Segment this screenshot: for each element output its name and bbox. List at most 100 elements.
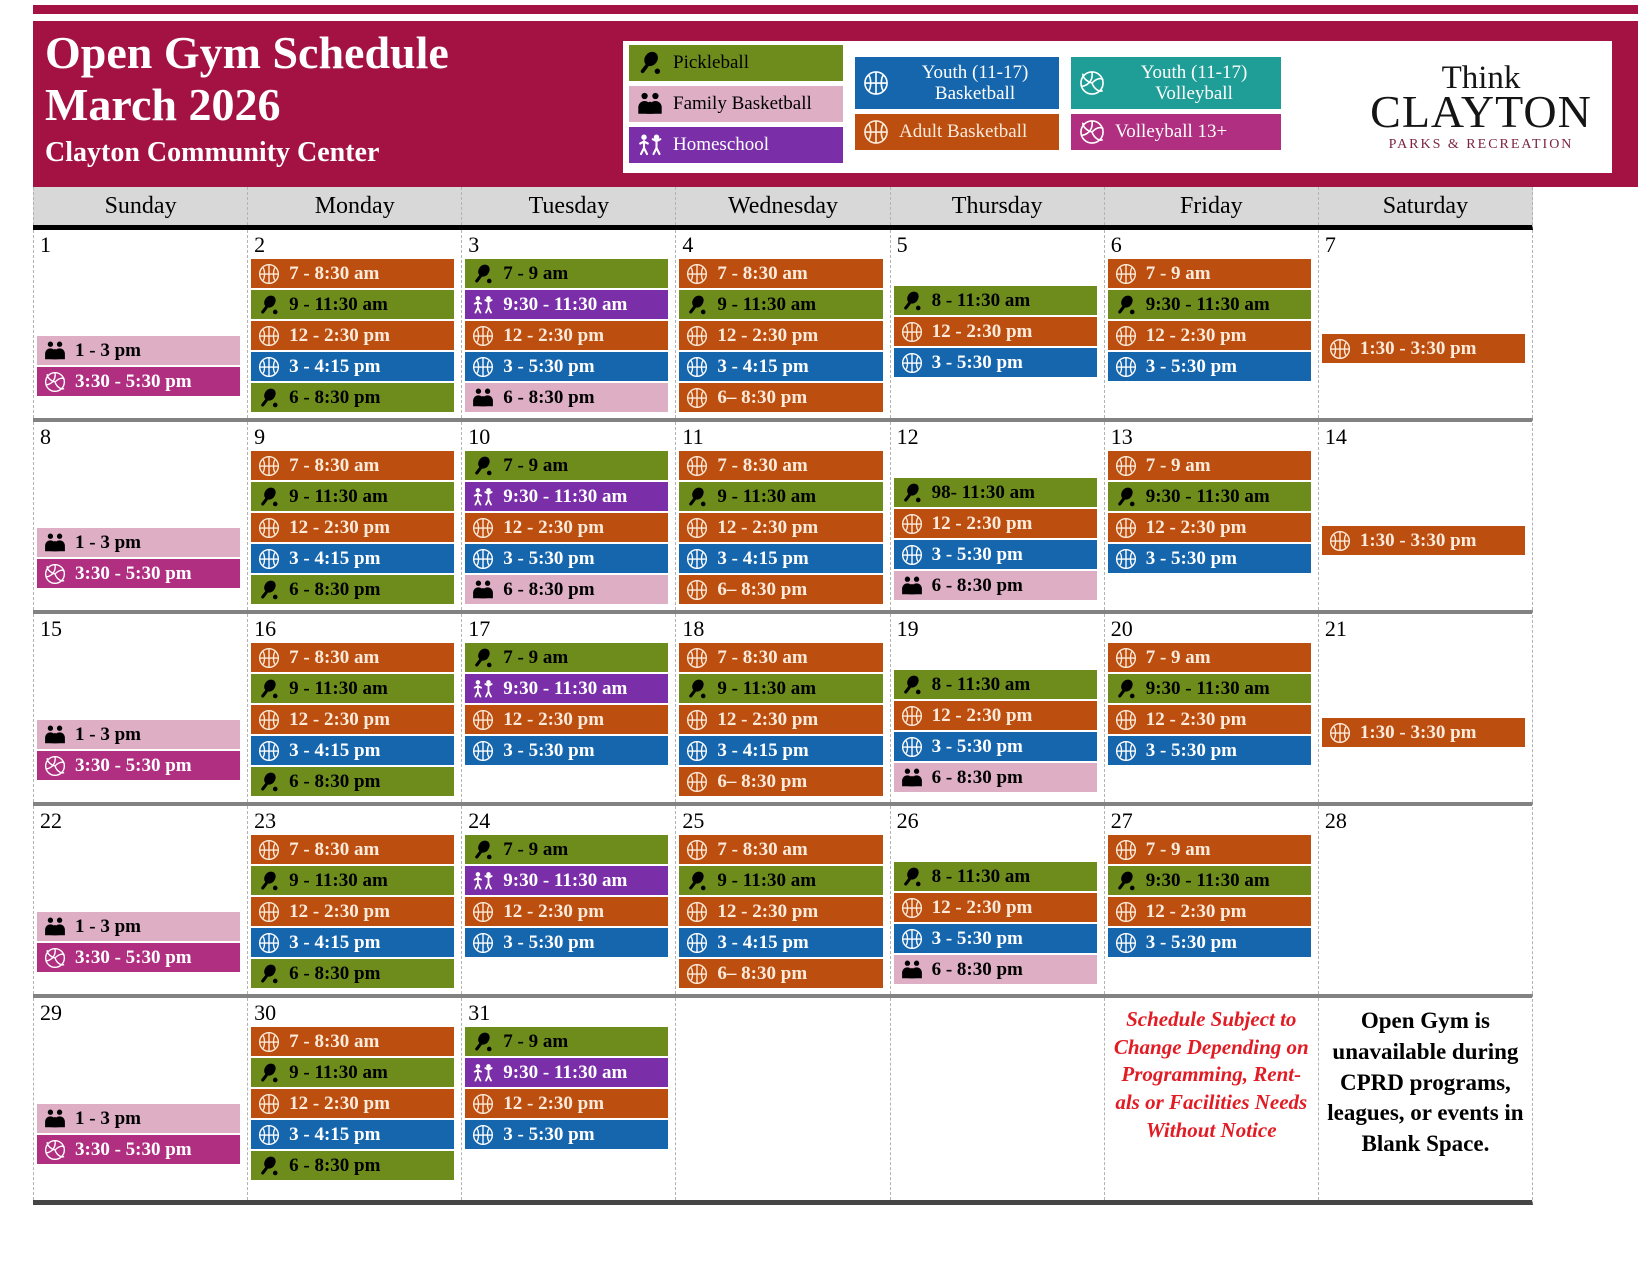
event-adult-basketball: 12 - 2:30 pm	[893, 893, 1097, 922]
event-adult-basketball: 7 - 8:30 am	[251, 451, 455, 480]
basketball-icon	[472, 740, 494, 762]
legend-item-pickleball: Pickleball	[629, 45, 843, 81]
legend-item-family-basketball: Family Basketball	[629, 86, 843, 122]
children-icon	[472, 870, 494, 892]
volleyball-icon	[44, 947, 66, 969]
day-cell-16: 16 7 - 8:30 am 9 - 11:30 am 12 - 2:30 pm 3 -…	[247, 614, 461, 802]
event-time: 12 - 2:30 pm	[717, 516, 819, 538]
event-adult-basketball: 6– 8:30 pm	[679, 383, 883, 412]
event-pickleball: 9 - 11:30 am	[251, 674, 455, 703]
basketball-icon	[258, 709, 280, 731]
schedule-change-note: Schedule Subject to Change Depending on …	[1113, 1007, 1309, 1142]
children-icon	[637, 132, 663, 158]
event-time: 12 - 2:30 pm	[289, 516, 390, 538]
event-adult-basketball: 12 - 2:30 pm	[251, 897, 455, 926]
event-pickleball: 6 - 8:30 pm	[251, 383, 455, 412]
think-clayton-logo: Think CLAYTON PARKS & RECREATION	[1356, 44, 1606, 170]
event-time: 9:30 - 11:30 am	[503, 1061, 628, 1083]
day-cell-30: 30 7 - 8:30 am 9 - 11:30 am 12 - 2:30 pm 3 -…	[247, 998, 461, 1200]
event-time: 3:30 - 5:30 pm	[75, 1138, 192, 1160]
event-time: 7 - 8:30 am	[289, 262, 380, 284]
event-time: 3 - 4:15 pm	[289, 739, 381, 761]
events-list: 1 - 3 pm 3:30 - 5:30 pm	[34, 1104, 247, 1166]
event-time: 9 - 11:30 am	[289, 869, 388, 891]
day-cell-5: 5 8 - 11:30 am 12 - 2:30 pm 3 - 5:30 pm	[889, 230, 1104, 418]
page-subtitle: Clayton Community Center	[45, 136, 380, 168]
event-time: 3 - 5:30 pm	[503, 931, 595, 953]
event-time: 9 - 11:30 am	[717, 485, 817, 507]
legend-column: Youth (11-17) Volleyball Volleyball 13+	[1071, 44, 1281, 170]
event-homeschool: 9:30 - 11:30 am	[465, 674, 669, 703]
basketball-icon	[258, 325, 280, 347]
day-cell-empty	[889, 998, 1104, 1200]
basketball-icon	[258, 901, 280, 923]
event-time: 7 - 9 am	[503, 838, 569, 860]
date-number: 14	[1324, 424, 1347, 449]
event-youth-basketball: 3 - 5:30 pm	[465, 928, 669, 957]
day-cell-19: 19 8 - 11:30 am 12 - 2:30 pm 3 - 5:30 pm 6 -…	[889, 614, 1104, 802]
date-number: 24	[468, 808, 491, 833]
events-list: 7 - 9 am 9:30 - 11:30 am 12 - 2:30 pm 3 - 5…	[462, 1027, 675, 1151]
basketball-icon	[258, 455, 280, 477]
family-icon	[44, 532, 66, 554]
day-cell-25: 25 7 - 8:30 am 9 - 11:30 am 12 - 2:30 pm 3 -…	[675, 806, 889, 994]
events-list: 8 - 11:30 am 12 - 2:30 pm 3 - 5:30 pm 6 - 8…	[891, 862, 1104, 986]
events-list: 7 - 9 am 9:30 - 11:30 am 12 - 2:30 pm 3 - 5…	[462, 451, 675, 606]
basketball-icon	[686, 771, 708, 793]
event-family-basketball: 6 - 8:30 pm	[465, 575, 669, 604]
event-youth-basketball: 3 - 5:30 pm	[1107, 544, 1311, 573]
event-time: 6 - 8:30 pm	[289, 1154, 381, 1176]
day-cell-empty	[675, 998, 889, 1200]
event-family-basketball: 1 - 3 pm	[37, 528, 241, 557]
event-adult-basketball: 12 - 2:30 pm	[679, 705, 883, 734]
legend-panel: Pickleball Family Basketball Homeschool You…	[623, 41, 1612, 173]
events-list: 7 - 9 am 9:30 - 11:30 am 12 - 2:30 pm 3 - 5…	[1105, 643, 1318, 767]
event-youth-basketball: 3 - 4:15 pm	[251, 736, 455, 765]
basketball-icon	[472, 932, 494, 954]
event-family-basketball: 6 - 8:30 pm	[893, 955, 1097, 984]
event-pickleball: 7 - 9 am	[465, 259, 669, 288]
event-time: 3 - 5:30 pm	[931, 543, 1023, 565]
events-list: 1:30 - 3:30 pm	[1319, 526, 1532, 557]
event-adult-basketball: 6– 8:30 pm	[679, 767, 883, 796]
weeks-container: 1 1 - 3 pm 3:30 - 5:30 pm 2 7 - 8:30 am 9 - 1…	[33, 230, 1533, 1205]
basketball-icon	[901, 513, 923, 535]
event-pickleball: 9:30 - 11:30 am	[1107, 482, 1311, 511]
week-row: 29 1 - 3 pm 3:30 - 5:30 pm 30 7 - 8:30 am 9 -…	[33, 994, 1533, 1205]
event-time: 3 - 4:15 pm	[289, 355, 381, 377]
basketball-icon	[901, 352, 923, 374]
volleyball-icon	[1079, 70, 1105, 96]
basketball-icon	[472, 901, 494, 923]
event-adult-basketball: 7 - 9 am	[1107, 451, 1311, 480]
events-list: 7 - 9 am 9:30 - 11:30 am 12 - 2:30 pm 3 - 5…	[1105, 259, 1318, 383]
event-time: 12 - 2:30 pm	[289, 1092, 390, 1114]
day-header-tuesday: Tuesday	[461, 187, 675, 225]
day-header-sunday: Sunday	[33, 187, 247, 225]
event-adult-basketball: 7 - 8:30 am	[679, 451, 883, 480]
family-icon	[637, 91, 663, 117]
event-time: 9:30 - 11:30 am	[503, 869, 628, 891]
event-time: 12 - 2:30 pm	[503, 1092, 605, 1114]
day-cell-13: 13 7 - 9 am 9:30 - 11:30 am 12 - 2:30 pm 3 -…	[1103, 422, 1318, 610]
event-time: 3 - 5:30 pm	[931, 735, 1023, 757]
basketball-icon	[258, 647, 280, 669]
event-adult-basketball: 6– 8:30 pm	[679, 575, 883, 604]
basketball-icon	[258, 356, 280, 378]
event-pickleball: 8 - 11:30 am	[893, 286, 1097, 315]
pickleball-paddle-icon	[258, 387, 280, 409]
basketball-icon	[258, 548, 280, 570]
event-pickleball: 9 - 11:30 am	[679, 866, 883, 895]
event-time: 7 - 8:30 am	[289, 454, 380, 476]
event-pickleball: 8 - 11:30 am	[893, 670, 1097, 699]
event-time: 3 - 5:30 pm	[1145, 547, 1238, 569]
legend-label: Homeschool	[673, 134, 770, 155]
pickleball-paddle-icon	[1115, 678, 1137, 700]
pickleball-paddle-icon	[901, 482, 923, 504]
event-adult-basketball: 12 - 2:30 pm	[679, 513, 883, 542]
basketball-icon	[1115, 647, 1137, 669]
event-youth-basketball: 3 - 5:30 pm	[1107, 736, 1311, 765]
events-list: 1 - 3 pm 3:30 - 5:30 pm	[34, 912, 247, 974]
event-time: 6 - 8:30 pm	[289, 578, 381, 600]
event-time: 3 - 5:30 pm	[931, 351, 1023, 373]
event-pickleball: 7 - 9 am	[465, 835, 669, 864]
